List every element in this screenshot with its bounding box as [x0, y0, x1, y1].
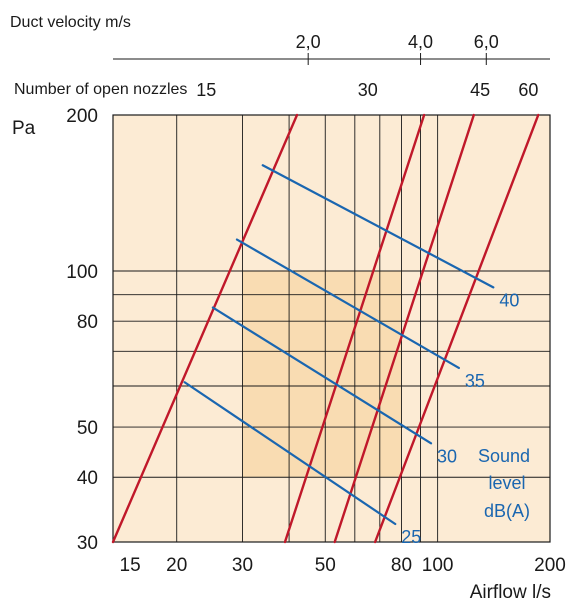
- nozzle-axis-title: Number of open nozzles: [14, 81, 187, 98]
- nozzle-ticks: 15 30 45 60: [196, 80, 538, 100]
- x-tick-label: 20: [166, 555, 187, 576]
- sound-line-40: [261, 164, 495, 289]
- x-tick-label: 30: [232, 555, 253, 576]
- sound-line-label-30: 30: [437, 446, 457, 466]
- sound-label-line2: level: [488, 473, 525, 493]
- y-tick-label: 80: [77, 312, 98, 333]
- y-tick-label: 30: [77, 533, 98, 554]
- nozzle-line-30: [283, 113, 426, 544]
- nozzle-line-45: [333, 113, 476, 544]
- x-tick-label: 80: [391, 555, 412, 576]
- velocity-tick-label: 2,0: [296, 32, 321, 52]
- velocity-ticks: 2,0 4,0 6,0: [296, 32, 499, 65]
- nozzle-tick-label: 15: [196, 80, 216, 100]
- nozzle-lines: [111, 113, 540, 544]
- x-axis-label: Airflow l/s: [470, 582, 551, 603]
- y-tick-label: 50: [77, 418, 98, 439]
- sound-line-35: [235, 238, 460, 370]
- grid-horizontal: [113, 270, 550, 478]
- plot-border: [112, 114, 551, 543]
- x-tick-label: 50: [315, 555, 336, 576]
- y-tick-labels: 30 40 50 80 100 200: [66, 106, 98, 554]
- y-tick-label: 40: [77, 468, 98, 489]
- nozzle-tick-label: 60: [518, 80, 538, 100]
- sound-lines: 25 30 35 40: [183, 164, 519, 547]
- x-tick-label: 100: [422, 555, 454, 576]
- nozzle-tick-label: 30: [358, 80, 378, 100]
- sound-line-label-35: 35: [465, 371, 485, 391]
- y-tick-label: 200: [66, 106, 98, 127]
- sound-line-25: [183, 381, 397, 526]
- nozzle-line-15: [111, 113, 299, 544]
- nozzle-tick-label: 45: [470, 80, 490, 100]
- y-tick-label: 100: [66, 262, 98, 283]
- sound-line-label-25: 25: [401, 527, 421, 547]
- x-tick-labels: 15 20 30 50 80 100 200: [120, 555, 566, 576]
- highlight-region: [242, 271, 402, 478]
- sound-label-line3: dB(A): [484, 501, 530, 521]
- sound-line-label-40: 40: [499, 290, 519, 310]
- velocity-tick-label: 6,0: [474, 32, 499, 52]
- x-tick-label: 15: [120, 555, 141, 576]
- x-tick-label: 200: [534, 555, 566, 576]
- nozzle-line-60: [373, 113, 540, 544]
- sound-label-line1: Sound: [478, 446, 530, 466]
- velocity-axis-title: Duct velocity m/s: [10, 14, 131, 31]
- velocity-tick-label: 4,0: [408, 32, 433, 52]
- y-axis-label: Pa: [12, 118, 36, 139]
- sound-line-30: [211, 306, 433, 445]
